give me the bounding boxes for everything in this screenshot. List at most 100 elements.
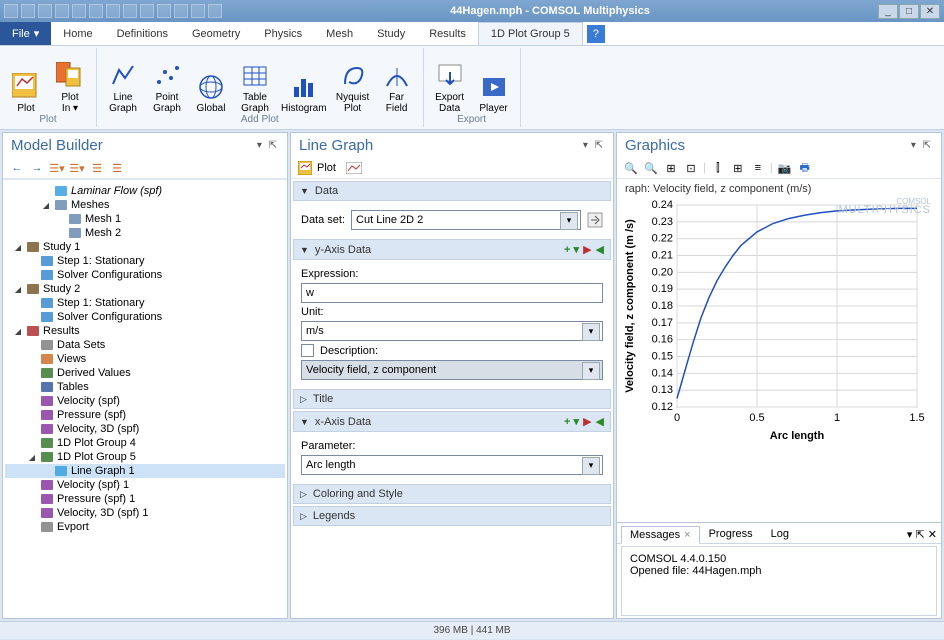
replace-icon[interactable]: ▶ — [583, 243, 591, 256]
panel-controls[interactable]: ▾ ⇱ — [583, 140, 605, 151]
goto-source-icon[interactable] — [587, 212, 603, 228]
section-legends[interactable]: ▷ Legends — [293, 506, 611, 526]
graphics-canvas[interactable]: raph: Velocity field, z component (m/s) … — [617, 179, 941, 522]
ribbon-plot-button[interactable]: Plot — [8, 50, 44, 114]
close-icon[interactable]: × — [684, 529, 690, 541]
tree-node[interactable]: Laminar Flow (spf) — [5, 184, 285, 198]
ribbon-far-field-button[interactable]: FarField — [379, 50, 415, 114]
qat-button[interactable] — [89, 4, 103, 18]
section-xaxis[interactable]: ▼ x-Axis Data + ▾ ▶ ◀ — [293, 411, 611, 432]
panel-controls[interactable]: ▾ ⇱ — [257, 140, 279, 151]
ribbon-line-graph-button[interactable]: LineGraph — [105, 50, 141, 114]
ribbon-tab[interactable]: Study — [365, 22, 417, 45]
tree-node[interactable]: Solver Configurations — [5, 268, 285, 282]
tree-node[interactable]: Solver Configurations — [5, 310, 285, 324]
tree-node[interactable]: ◢Study 1 — [5, 240, 285, 254]
qat-button[interactable] — [157, 4, 171, 18]
ribbon-histogram-button[interactable]: Histogram — [281, 50, 327, 114]
zoom-extents-icon[interactable]: ⊞ — [663, 160, 679, 176]
ribbon-table-graph-button[interactable]: TableGraph — [237, 50, 273, 114]
add-icon[interactable]: + ▾ — [564, 415, 579, 428]
qat-button[interactable] — [55, 4, 69, 18]
ribbon-tab-active[interactable]: 1D Plot Group 5 — [478, 22, 583, 45]
tree-node[interactable]: ◢Meshes — [5, 198, 285, 212]
collapse-icon[interactable]: ☰▾ — [69, 160, 85, 176]
unit-select[interactable]: m/s — [301, 321, 603, 341]
tree-node[interactable]: Data Sets — [5, 338, 285, 352]
plot-icon[interactable] — [297, 160, 313, 176]
tree-node[interactable]: Pressure (spf) — [5, 408, 285, 422]
minimize-button[interactable]: _ — [878, 4, 898, 19]
remove-icon[interactable]: ◀ — [596, 243, 604, 256]
tree-node[interactable]: Velocity (spf) 1 — [5, 478, 285, 492]
zoom-box-icon[interactable]: ⊡ — [683, 160, 699, 176]
grid-icon[interactable]: ⊞ — [730, 160, 746, 176]
tree-node[interactable]: Velocity, 3D (spf) 1 — [5, 506, 285, 520]
tree-node[interactable]: Velocity, 3D (spf) — [5, 422, 285, 436]
remove-icon[interactable]: ◀ — [596, 415, 604, 428]
help-button[interactable]: ? — [587, 25, 605, 43]
section-yaxis[interactable]: ▼ y-Axis Data + ▾ ▶ ◀ — [293, 239, 611, 260]
tree-node[interactable]: Step 1: Stationary — [5, 296, 285, 310]
expression-input[interactable]: w — [301, 283, 603, 303]
model-tree[interactable]: Laminar Flow (spf)◢MeshesMesh 1Mesh 2◢St… — [3, 179, 287, 618]
dataset-select[interactable]: Cut Line 2D 2 — [351, 210, 581, 230]
snapshot-icon[interactable]: 📷 — [777, 160, 793, 176]
zoom-in-icon[interactable]: 🔍 — [623, 160, 639, 176]
parameter-select[interactable]: Arc length — [301, 455, 603, 475]
qat-button[interactable] — [21, 4, 35, 18]
tree-node[interactable]: Mesh 2 — [5, 226, 285, 240]
maximize-button[interactable]: □ — [899, 4, 919, 19]
description-checkbox[interactable] — [301, 344, 314, 357]
panel-controls[interactable]: ▾ ⇱ ✕ — [907, 528, 937, 541]
add-icon[interactable]: + ▾ — [564, 243, 579, 256]
ribbon-tab[interactable]: Home — [51, 22, 104, 45]
ribbon-point-graph-button[interactable]: PointGraph — [149, 50, 185, 114]
print-icon[interactable]: 🖶 — [797, 160, 813, 176]
file-menu[interactable]: File ▾ — [0, 22, 51, 45]
qat-button[interactable] — [4, 4, 18, 18]
tree-node[interactable]: Pressure (spf) 1 — [5, 492, 285, 506]
section-data[interactable]: ▼ Data — [293, 181, 611, 201]
qat-button[interactable] — [72, 4, 86, 18]
ribbon-nyquist-plot-button[interactable]: NyquistPlot — [335, 50, 371, 114]
tree-node[interactable]: ◢1D Plot Group 5 — [5, 450, 285, 464]
ribbon-plot-in-button[interactable]: PlotIn ▾ — [52, 50, 88, 114]
replace-icon[interactable]: ▶ — [583, 415, 591, 428]
qat-button[interactable] — [208, 4, 222, 18]
zoom-out-icon[interactable]: 🔍 — [643, 160, 659, 176]
ribbon-tab[interactable]: Geometry — [180, 22, 252, 45]
close-button[interactable]: ✕ — [920, 4, 940, 19]
ribbon-tab[interactable]: Results — [417, 22, 478, 45]
tab-messages[interactable]: Messages× — [621, 526, 700, 544]
ribbon-tab[interactable]: Mesh — [314, 22, 365, 45]
ribbon-tab[interactable]: Physics — [252, 22, 314, 45]
ribbon-global-button[interactable]: Global — [193, 50, 229, 114]
expand-icon[interactable]: ☰▾ — [49, 160, 65, 176]
tree-node[interactable]: Mesh 1 — [5, 212, 285, 226]
section-coloring[interactable]: ▷ Coloring and Style — [293, 484, 611, 504]
qat-button[interactable] — [191, 4, 205, 18]
qat-button[interactable] — [106, 4, 120, 18]
axis-icon[interactable]: ⫿ — [710, 160, 726, 176]
section-title[interactable]: ▷ Title — [293, 389, 611, 409]
show-icon[interactable]: ☰ — [89, 160, 105, 176]
tree-node[interactable]: Velocity (spf) — [5, 394, 285, 408]
back-icon[interactable]: ← — [9, 160, 25, 176]
tab-progress[interactable]: Progress — [700, 525, 762, 543]
tab-log[interactable]: Log — [762, 525, 798, 543]
qat-button[interactable] — [140, 4, 154, 18]
plot-in-icon[interactable] — [346, 160, 362, 176]
tree-node[interactable]: Evport — [5, 520, 285, 534]
tree-node[interactable]: Derived Values — [5, 366, 285, 380]
tree-node[interactable]: ◢Study 2 — [5, 282, 285, 296]
tree-node[interactable]: 1D Plot Group 4 — [5, 436, 285, 450]
tree-node[interactable]: Tables — [5, 380, 285, 394]
tree-node[interactable]: Views — [5, 352, 285, 366]
ribbon-player-button[interactable]: Player — [476, 50, 512, 114]
show-icon[interactable]: ☰ — [109, 160, 125, 176]
ribbon-export-data-button[interactable]: ExportData — [432, 50, 468, 114]
tree-node[interactable]: Line Graph 1 — [5, 464, 285, 478]
qat-button[interactable] — [174, 4, 188, 18]
panel-controls[interactable]: ▾ ⇱ — [911, 140, 933, 151]
